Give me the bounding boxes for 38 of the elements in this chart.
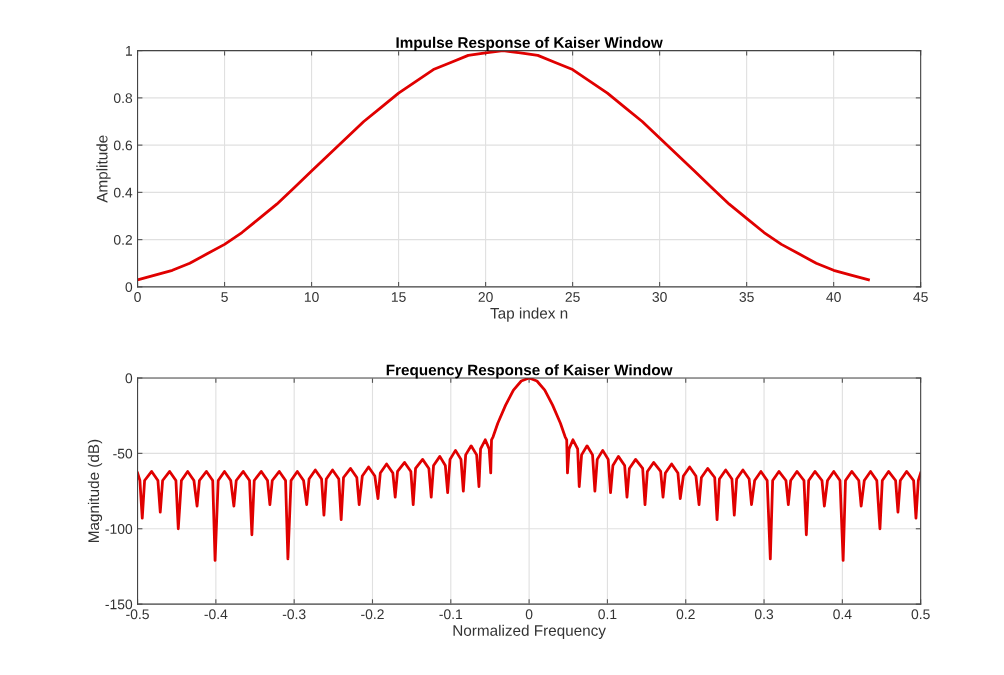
x-tick-label: 0 bbox=[525, 609, 533, 620]
y-tick-label: 0.2 bbox=[113, 234, 132, 245]
y-tick-label: -50 bbox=[113, 448, 133, 459]
x-tick-label: 25 bbox=[565, 292, 580, 302]
x-tick-label: -0.5 bbox=[126, 609, 149, 620]
x-tick-label: 45 bbox=[913, 292, 928, 302]
x-tick-label: 0.1 bbox=[598, 609, 617, 620]
x-tick-label: 10 bbox=[304, 292, 319, 302]
y-tick-label: -100 bbox=[105, 524, 133, 534]
y-tick-label: 1 bbox=[126, 46, 133, 56]
y-tick-label: -150 bbox=[105, 599, 133, 610]
x-axis-title: Tap index n bbox=[490, 307, 568, 322]
x-tick-label: -0.2 bbox=[361, 609, 384, 620]
y-axis-title: Magnitude (dB) bbox=[87, 439, 103, 543]
y-tick-label: 0.6 bbox=[113, 140, 133, 151]
x-tick-label: 5 bbox=[221, 292, 228, 302]
x-tick-label: 40 bbox=[826, 292, 841, 302]
x-tick-label: 0.3 bbox=[754, 609, 774, 620]
x-tick-label: 15 bbox=[391, 292, 406, 302]
x-tick-label: 0.4 bbox=[833, 609, 852, 620]
x-axis-title: Normalized Frequency bbox=[453, 624, 606, 639]
x-tick-label: 0.5 bbox=[911, 609, 930, 620]
x-tick-label: -0.1 bbox=[439, 609, 463, 620]
x-tick-label: 0.2 bbox=[676, 609, 695, 620]
x-tick-label: -0.4 bbox=[204, 609, 228, 620]
x-tick-label: 30 bbox=[652, 292, 667, 302]
chart-title: Frequency Response of Kaiser Window bbox=[386, 364, 673, 379]
x-tick-label: 20 bbox=[478, 292, 493, 302]
y-axis-title: Amplitude bbox=[96, 135, 111, 203]
y-tick-label: 0.8 bbox=[113, 93, 133, 104]
x-tick-label: 35 bbox=[739, 292, 754, 302]
y-tick-label: 0.4 bbox=[113, 187, 133, 198]
y-tick-label: 0 bbox=[125, 282, 133, 293]
x-tick-label: 0 bbox=[134, 292, 141, 302]
line-series bbox=[137, 50, 870, 282]
x-tick-label: -0.3 bbox=[282, 609, 306, 620]
chart-title: Impulse Response of Kaiser Window bbox=[396, 36, 663, 52]
y-tick-label: 0 bbox=[125, 373, 133, 384]
